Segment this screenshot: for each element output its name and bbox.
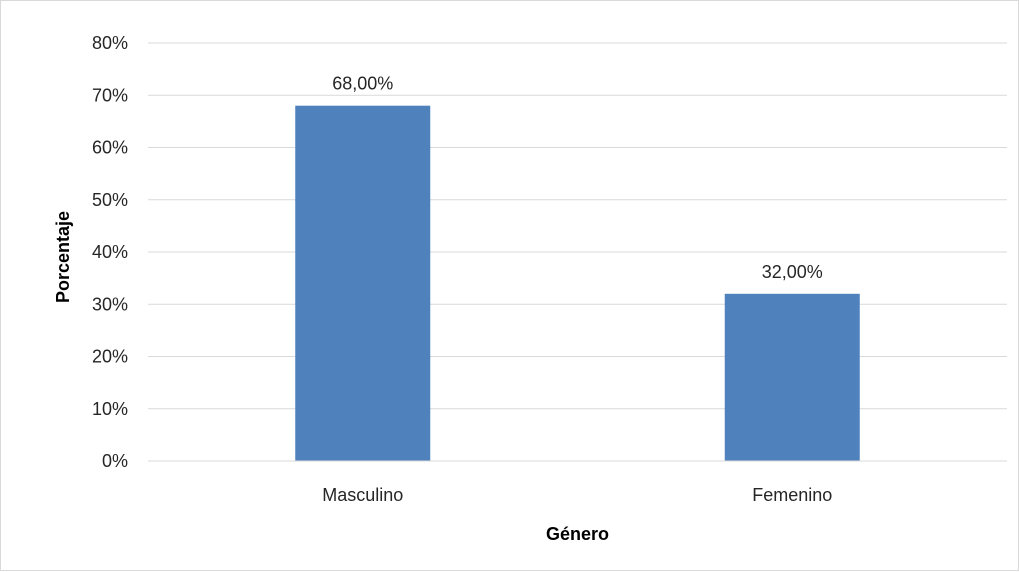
bar-femenino (724, 293, 860, 461)
x-tick-label: Masculino (322, 485, 403, 505)
y-tick-label: 60% (92, 138, 128, 158)
y-tick-label: 80% (92, 33, 128, 53)
bar-masculino (295, 105, 431, 461)
y-tick-label: 40% (92, 242, 128, 262)
x-axis-title: Género (546, 524, 609, 544)
x-tick-label: Femenino (752, 485, 832, 505)
y-tick-label: 70% (92, 85, 128, 105)
x-axis-tick-labels: Masculino Femenino (322, 485, 832, 505)
y-tick-label: 0% (102, 451, 128, 471)
y-axis-tick-labels: 0% 10% 20% 30% 40% 50% 60% 70% 80% (92, 33, 128, 471)
y-axis-title: Porcentaje (53, 211, 73, 303)
gridlines (148, 42, 1007, 410)
y-tick-label: 50% (92, 190, 128, 210)
data-label: 32,00% (762, 262, 823, 282)
y-tick-label: 10% (92, 399, 128, 419)
y-tick-label: 20% (92, 347, 128, 367)
data-label: 68,00% (332, 74, 393, 94)
y-tick-label: 30% (92, 294, 128, 314)
bars (295, 105, 860, 461)
data-labels: 68,00% 32,00% (332, 74, 823, 282)
